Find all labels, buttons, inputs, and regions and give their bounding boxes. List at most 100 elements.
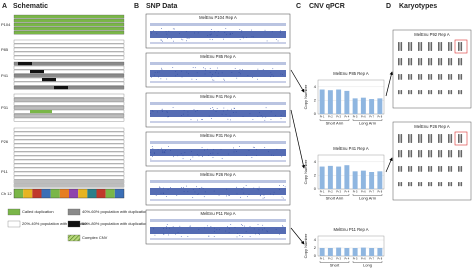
snp-dot bbox=[253, 36, 254, 38]
bar bbox=[344, 165, 350, 189]
snp-dot bbox=[273, 194, 274, 196]
chromosome bbox=[408, 74, 410, 80]
snp-dot bbox=[249, 113, 251, 115]
chromosome bbox=[418, 42, 420, 51]
snp-dot bbox=[241, 31, 243, 33]
snp-dot bbox=[162, 150, 163, 152]
snp-dot bbox=[213, 149, 214, 150]
snp-dot bbox=[181, 76, 183, 78]
chromosome bbox=[418, 74, 420, 80]
snp-dot bbox=[239, 69, 241, 70]
x-tick-label: Pr 3 bbox=[336, 115, 341, 119]
snp-dot bbox=[161, 67, 162, 69]
snp-band bbox=[150, 70, 286, 77]
chromosome-band bbox=[114, 189, 124, 198]
chromosome bbox=[428, 166, 430, 172]
snp-dot bbox=[167, 38, 168, 40]
snp-dot bbox=[155, 195, 157, 196]
snp-title: MelEnu P104 Rep A bbox=[199, 15, 237, 20]
arrow bbox=[290, 227, 305, 245]
chromosome bbox=[430, 150, 433, 158]
snp-title: MelEnu P41 Rep A bbox=[200, 94, 236, 99]
snp-dot bbox=[166, 195, 167, 197]
chromosome bbox=[428, 150, 430, 158]
snp-dot bbox=[282, 74, 283, 75]
snp-dot bbox=[272, 68, 274, 70]
y-tick-label: 0 bbox=[314, 253, 317, 258]
y-axis-label: Copy Number bbox=[303, 233, 308, 258]
snp-dot bbox=[153, 30, 155, 31]
snp-dot bbox=[270, 76, 271, 78]
snp-dot bbox=[206, 225, 208, 227]
bar bbox=[327, 165, 333, 189]
snp-dot bbox=[156, 111, 158, 113]
schematic-bar bbox=[13, 151, 125, 156]
snp-dot bbox=[226, 188, 228, 190]
snp-dot bbox=[192, 67, 194, 68]
chromosome bbox=[398, 42, 400, 51]
snp-dot bbox=[193, 109, 195, 110]
snp-dot bbox=[256, 149, 257, 151]
bar bbox=[377, 248, 383, 256]
snp-dot bbox=[251, 36, 253, 38]
chromosome-band bbox=[50, 189, 60, 198]
snp-dot bbox=[239, 39, 241, 41]
snp-dot bbox=[153, 152, 155, 154]
snp-dot bbox=[212, 157, 214, 158]
snp-dot bbox=[270, 72, 272, 74]
schematic-bar bbox=[13, 171, 125, 176]
chromosome bbox=[430, 74, 433, 80]
snp-dot bbox=[259, 195, 261, 197]
snp-dot bbox=[225, 230, 227, 232]
snp-dot bbox=[201, 147, 203, 148]
snp-title: MelEnu P11 Rep A bbox=[200, 211, 235, 216]
bar bbox=[360, 170, 366, 189]
snp-dot bbox=[283, 185, 284, 186]
snp-dot bbox=[246, 155, 247, 156]
snp-dot bbox=[153, 228, 155, 230]
bar bbox=[352, 171, 358, 189]
snp-dot bbox=[204, 73, 206, 75]
snp-dot bbox=[279, 32, 281, 33]
snp-dot bbox=[183, 191, 185, 192]
snp-dot bbox=[243, 192, 245, 194]
chromosome bbox=[458, 166, 460, 172]
group-bracket bbox=[319, 119, 350, 121]
snp-dot bbox=[236, 186, 237, 188]
snp-dot bbox=[212, 109, 214, 110]
snp-dot bbox=[210, 153, 211, 154]
cnv-segment bbox=[30, 70, 44, 74]
panel-title: SNP Data bbox=[146, 3, 177, 10]
snp-dot bbox=[246, 37, 247, 38]
snp-dot bbox=[258, 233, 259, 234]
x-tick-label: Pr 3 bbox=[336, 190, 341, 194]
chromosome-outline bbox=[13, 188, 125, 199]
snp-dot bbox=[227, 226, 228, 228]
snp-dot bbox=[150, 32, 152, 34]
snp-dot bbox=[151, 76, 152, 78]
y-tick-label: 4 bbox=[314, 84, 317, 89]
bar bbox=[369, 99, 375, 114]
chromosome bbox=[418, 166, 420, 172]
snp-dot bbox=[252, 77, 253, 78]
chromosome bbox=[430, 182, 433, 187]
snp-dot bbox=[258, 186, 260, 188]
snp-dot bbox=[253, 228, 255, 230]
snp-dot bbox=[279, 30, 281, 32]
x-tick-label: Pr 1 bbox=[320, 190, 325, 194]
snp-dot bbox=[258, 189, 260, 191]
snp-dot bbox=[209, 67, 211, 69]
panel-letter: B bbox=[134, 3, 139, 10]
snp-dot bbox=[243, 187, 245, 188]
snp-dot bbox=[226, 34, 227, 36]
snp-dot bbox=[273, 75, 274, 77]
bar bbox=[352, 248, 358, 256]
snp-band bbox=[150, 219, 286, 222]
panel-letter: D bbox=[386, 3, 391, 10]
row-label: P85 bbox=[1, 47, 9, 52]
snp-dot bbox=[168, 30, 170, 32]
snp-dot bbox=[248, 150, 250, 151]
legend-label: 20%-40% population with duplication bbox=[22, 221, 87, 226]
snp-dot bbox=[170, 150, 171, 151]
snp-dot bbox=[252, 119, 254, 120]
